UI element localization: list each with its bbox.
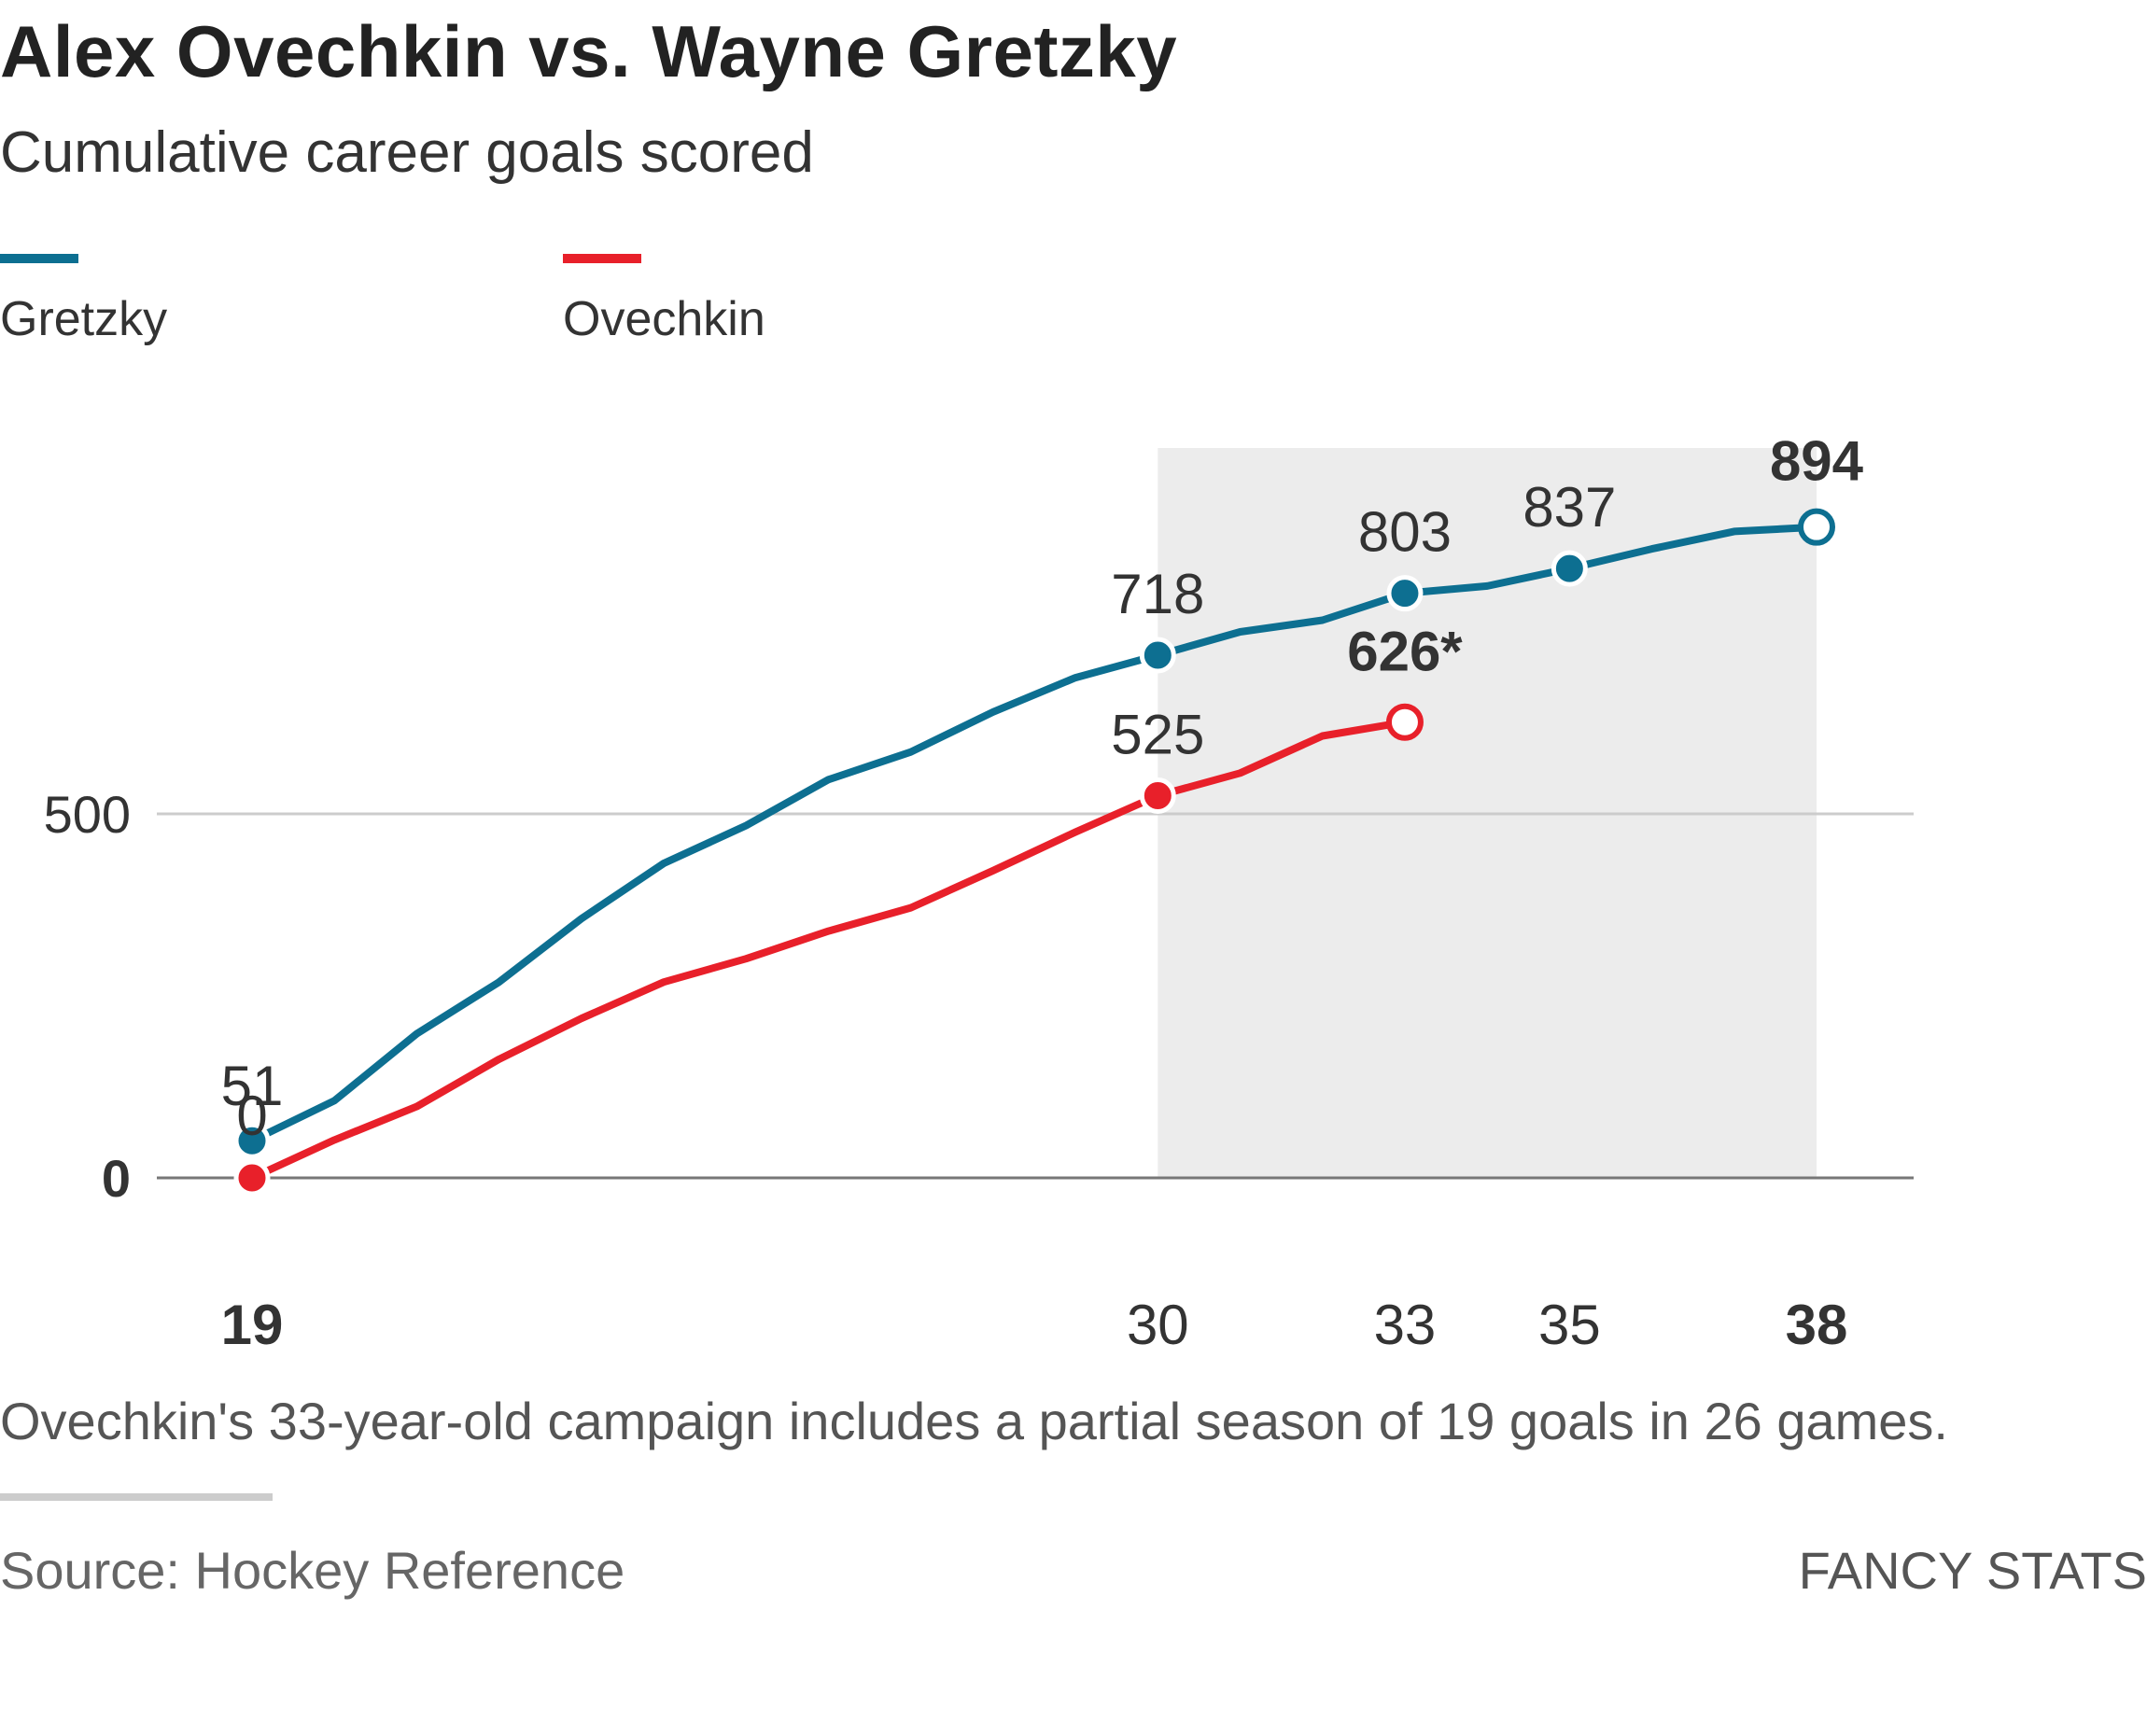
y-tick-label-0: 0 [102,1149,131,1208]
marker-ovechkin-30 [1139,777,1176,814]
marker-ovechkin-19 [233,1159,271,1197]
data-label-ovechkin-33: 626* [1347,621,1463,683]
series-line-ovechkin [248,718,1409,1182]
data-label-ovechkin-19: 0 [236,1085,267,1147]
legend-swatch-ovechkin [563,254,641,263]
brand-credit: FANCY STATS [1798,1541,2147,1600]
marker-gretzky-38 [1798,508,1835,546]
marker-gretzky-19 [233,1122,271,1159]
data-label-gretzky-33: 803 [1358,501,1452,564]
chart-title: Alex Ovechkin vs. Wayne Gretzky [0,10,1178,92]
data-label-gretzky-35: 837 [1523,476,1616,539]
data-label-ovechkin-30: 525 [1111,704,1204,766]
legend-item-gretzky: Gretzky [0,254,167,347]
x-tick-label-35: 35 [1538,1294,1601,1356]
data-label-gretzky-30: 718 [1111,563,1204,625]
data-label-gretzky-19: 51 [221,1055,284,1117]
data-label-gretzky-38: 894 [1770,430,1864,493]
x-tick-label-38: 38 [1786,1294,1848,1356]
marker-gretzky-30 [1139,637,1176,674]
legend-item-ovechkin: Ovechkin [563,254,765,347]
legend-swatch-gretzky [0,254,78,263]
x-tick-label-19: 19 [221,1294,284,1356]
legend-label-gretzky: Gretzky [0,292,168,346]
footer-divider [0,1493,273,1501]
x-tick-label-33: 33 [1374,1294,1437,1356]
chart-subtitle: Cumulative career goals scored [0,120,814,185]
marker-ovechkin-33 [1385,703,1424,741]
source-credit: Source: Hockey Reference [0,1541,625,1600]
marker-gretzky-33 [1386,575,1424,612]
x-tick-label-30: 30 [1127,1294,1189,1356]
marker-gretzky-35 [1551,550,1588,587]
line-chart: 0 500 19 30 33 35 38 51 718 803 837 894 0 525 626* [44,430,1914,1356]
footnote: Ovechkin's 33-year-old campaign includes… [0,1392,1948,1450]
y-tick-label-500: 500 [44,785,131,844]
legend-label-ovechkin: Ovechkin [563,292,765,346]
